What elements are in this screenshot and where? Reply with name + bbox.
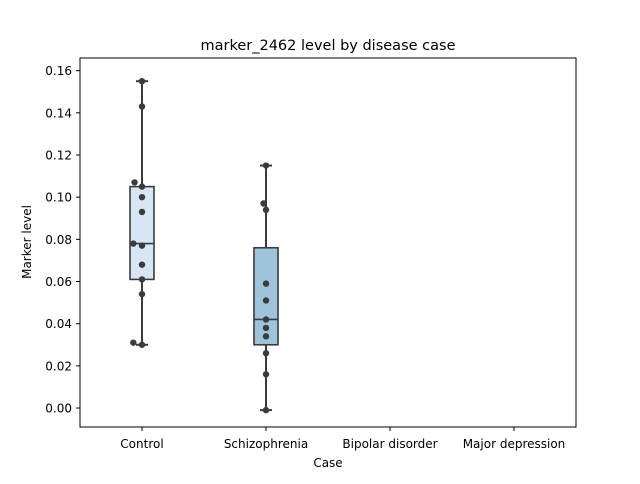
data-point: [138, 341, 146, 348]
data-point: [138, 261, 146, 268]
data-point: [262, 162, 270, 169]
data-point: [262, 350, 270, 357]
data-point: [262, 333, 270, 340]
y-axis-label: Marker level: [20, 205, 34, 279]
data-point: [138, 193, 146, 201]
data-point: [130, 339, 137, 346]
data-point: [138, 208, 146, 216]
data-point: [138, 77, 146, 85]
data-point: [262, 206, 270, 214]
y-tick-label: 0.04: [45, 317, 72, 331]
y-tick-label: 0.06: [45, 275, 72, 289]
data-point: [262, 280, 270, 287]
x-tick-label: Major depression: [463, 437, 566, 451]
y-tick-label: 0.08: [45, 233, 72, 247]
data-point: [262, 297, 270, 304]
y-tick-label: 0.00: [45, 402, 72, 416]
data-point: [262, 324, 270, 332]
y-tick-label: 0.14: [45, 106, 72, 120]
data-point: [138, 242, 146, 249]
data-point: [262, 406, 270, 414]
x-tick-label: Bipolar disorder: [342, 437, 437, 451]
axes-frame: [79, 57, 577, 428]
data-point: [138, 290, 146, 298]
data-point: [262, 316, 270, 323]
data-point: [130, 240, 137, 247]
data-point: [260, 200, 267, 207]
y-tick-label: 0.02: [45, 359, 72, 373]
data-point: [262, 371, 270, 378]
data-point: [138, 276, 146, 283]
y-tick-label: 0.12: [45, 148, 72, 162]
chart-title: marker_2462 level by disease case: [201, 38, 456, 54]
data-point: [131, 179, 138, 186]
y-tick-label: 0.10: [45, 191, 72, 205]
data-point: [138, 183, 146, 190]
x-tick-label: Schizophrenia: [224, 437, 308, 451]
x-axis-label: Case: [313, 456, 342, 470]
y-tick-label: 0.16: [45, 64, 72, 78]
x-tick-label: Control: [120, 437, 163, 451]
data-point: [138, 103, 146, 110]
plot-area: 0.00 0.02 0.04 0.06 0.08 0.10 0.12 0.14 0.16 Cont…: [45, 57, 577, 451]
